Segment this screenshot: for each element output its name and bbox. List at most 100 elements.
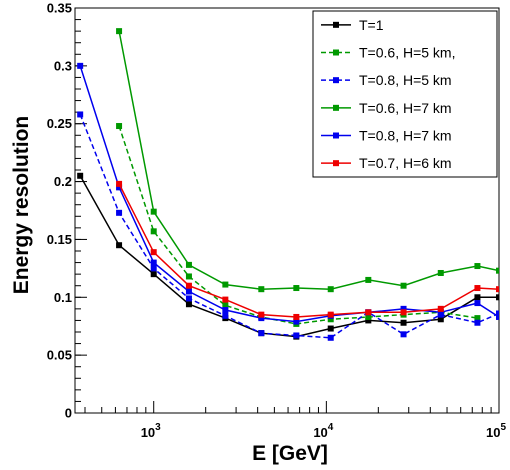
data-point bbox=[437, 309, 444, 316]
data-point bbox=[222, 296, 229, 303]
legend-item: T=0.6, H=5 km, bbox=[321, 45, 455, 61]
legend-label: T=0.6, H=5 km, bbox=[359, 45, 455, 61]
data-point bbox=[496, 267, 499, 274]
data-point bbox=[474, 315, 481, 322]
series-6 bbox=[116, 180, 499, 320]
x-tick-label: 104 bbox=[313, 422, 333, 440]
data-point bbox=[185, 261, 192, 268]
data-point bbox=[150, 265, 157, 272]
data-point bbox=[150, 271, 157, 278]
y-tick-label: 0.25 bbox=[47, 116, 72, 131]
data-point bbox=[400, 319, 407, 326]
data-point bbox=[116, 28, 123, 35]
y-tick-label: 0.05 bbox=[47, 348, 72, 363]
data-point bbox=[185, 273, 192, 280]
data-point bbox=[365, 313, 372, 320]
legend-label: T=0.8, H=5 km bbox=[359, 72, 452, 88]
x-tick-label: 103 bbox=[141, 422, 161, 440]
data-point bbox=[474, 294, 481, 301]
data-point bbox=[222, 312, 229, 319]
data-point bbox=[293, 285, 300, 292]
y-tick-label: 0.3 bbox=[54, 58, 72, 73]
data-point bbox=[258, 311, 265, 318]
legend-label: T=0.8, H=7 km bbox=[359, 128, 452, 144]
series-4 bbox=[116, 28, 499, 293]
data-point bbox=[150, 228, 157, 235]
data-point bbox=[365, 309, 372, 316]
data-point bbox=[496, 310, 499, 317]
data-point bbox=[437, 269, 444, 276]
legend-marker bbox=[333, 104, 339, 111]
y-tick-label: 0.1 bbox=[54, 290, 72, 305]
y-axis-title: Energy resolution bbox=[10, 116, 33, 295]
data-point bbox=[400, 282, 407, 289]
legend-item: T=0.8, H=7 km bbox=[321, 128, 452, 144]
data-point bbox=[77, 62, 84, 69]
data-point bbox=[293, 332, 300, 339]
data-point bbox=[222, 281, 229, 288]
data-point bbox=[474, 263, 481, 270]
x-tick-label: 105 bbox=[486, 422, 506, 440]
data-point bbox=[258, 286, 265, 293]
data-point bbox=[116, 123, 123, 130]
data-point bbox=[496, 286, 499, 293]
data-point bbox=[150, 249, 157, 256]
data-point bbox=[293, 313, 300, 320]
data-point bbox=[400, 305, 407, 312]
data-point bbox=[365, 317, 372, 324]
data-point bbox=[222, 307, 229, 314]
data-point bbox=[116, 184, 123, 191]
y-tick-label: 0 bbox=[65, 406, 72, 421]
legend-item: T=1 bbox=[321, 17, 384, 33]
data-point bbox=[116, 209, 123, 216]
data-point bbox=[496, 294, 499, 301]
data-point bbox=[327, 311, 334, 318]
data-point bbox=[496, 313, 499, 320]
y-tick-label: 0.15 bbox=[47, 232, 72, 247]
y-tick-label: 0.35 bbox=[47, 1, 72, 16]
data-point bbox=[258, 330, 265, 337]
data-point bbox=[474, 300, 481, 307]
data-point bbox=[437, 316, 444, 323]
legend-item: T=0.7, H=6 km bbox=[321, 155, 452, 171]
axis-ticks: 0 0.05 0.1 0.15 0.2 0.25 0.3 0.35 103 104 105 bbox=[47, 1, 507, 441]
data-point bbox=[327, 316, 334, 323]
data-point bbox=[327, 286, 334, 293]
legend-label: T=0.6, H=7 km bbox=[359, 100, 452, 116]
series-line bbox=[118, 30, 499, 290]
series-layer bbox=[77, 28, 499, 341]
x-axis-title: E [GeV] bbox=[252, 442, 328, 465]
data-point bbox=[474, 319, 481, 326]
data-point bbox=[258, 315, 265, 322]
data-point bbox=[116, 242, 123, 249]
data-point bbox=[437, 305, 444, 312]
data-point bbox=[474, 285, 481, 292]
data-point bbox=[327, 334, 334, 341]
data-point bbox=[185, 282, 192, 289]
data-point bbox=[77, 111, 84, 118]
legend-marker bbox=[333, 49, 339, 56]
legend-box bbox=[312, 10, 498, 178]
legend-marker bbox=[333, 132, 339, 139]
legend-marker bbox=[333, 21, 339, 28]
legend-item: T=0.6, H=7 km bbox=[321, 100, 452, 116]
y-tick-label: 0.2 bbox=[54, 174, 72, 189]
data-point bbox=[400, 309, 407, 316]
data-point bbox=[365, 276, 372, 283]
legend-label: T=0.7, H=6 km bbox=[359, 155, 452, 171]
series-line bbox=[118, 183, 499, 318]
data-point bbox=[116, 180, 123, 187]
data-point bbox=[293, 318, 300, 325]
data-point bbox=[150, 259, 157, 266]
data-point bbox=[185, 301, 192, 308]
legend-item: T=0.8, H=5 km bbox=[321, 72, 452, 88]
data-point bbox=[185, 295, 192, 302]
legend: T=1 T=0.6, H=5 km, T=0.8, H=5 km T=0.6, H=7… bbox=[312, 10, 498, 178]
data-point bbox=[150, 208, 157, 215]
legend-marker bbox=[333, 160, 339, 167]
data-point bbox=[327, 325, 334, 332]
data-point bbox=[185, 288, 192, 295]
data-point bbox=[77, 172, 84, 179]
data-point bbox=[222, 302, 229, 309]
